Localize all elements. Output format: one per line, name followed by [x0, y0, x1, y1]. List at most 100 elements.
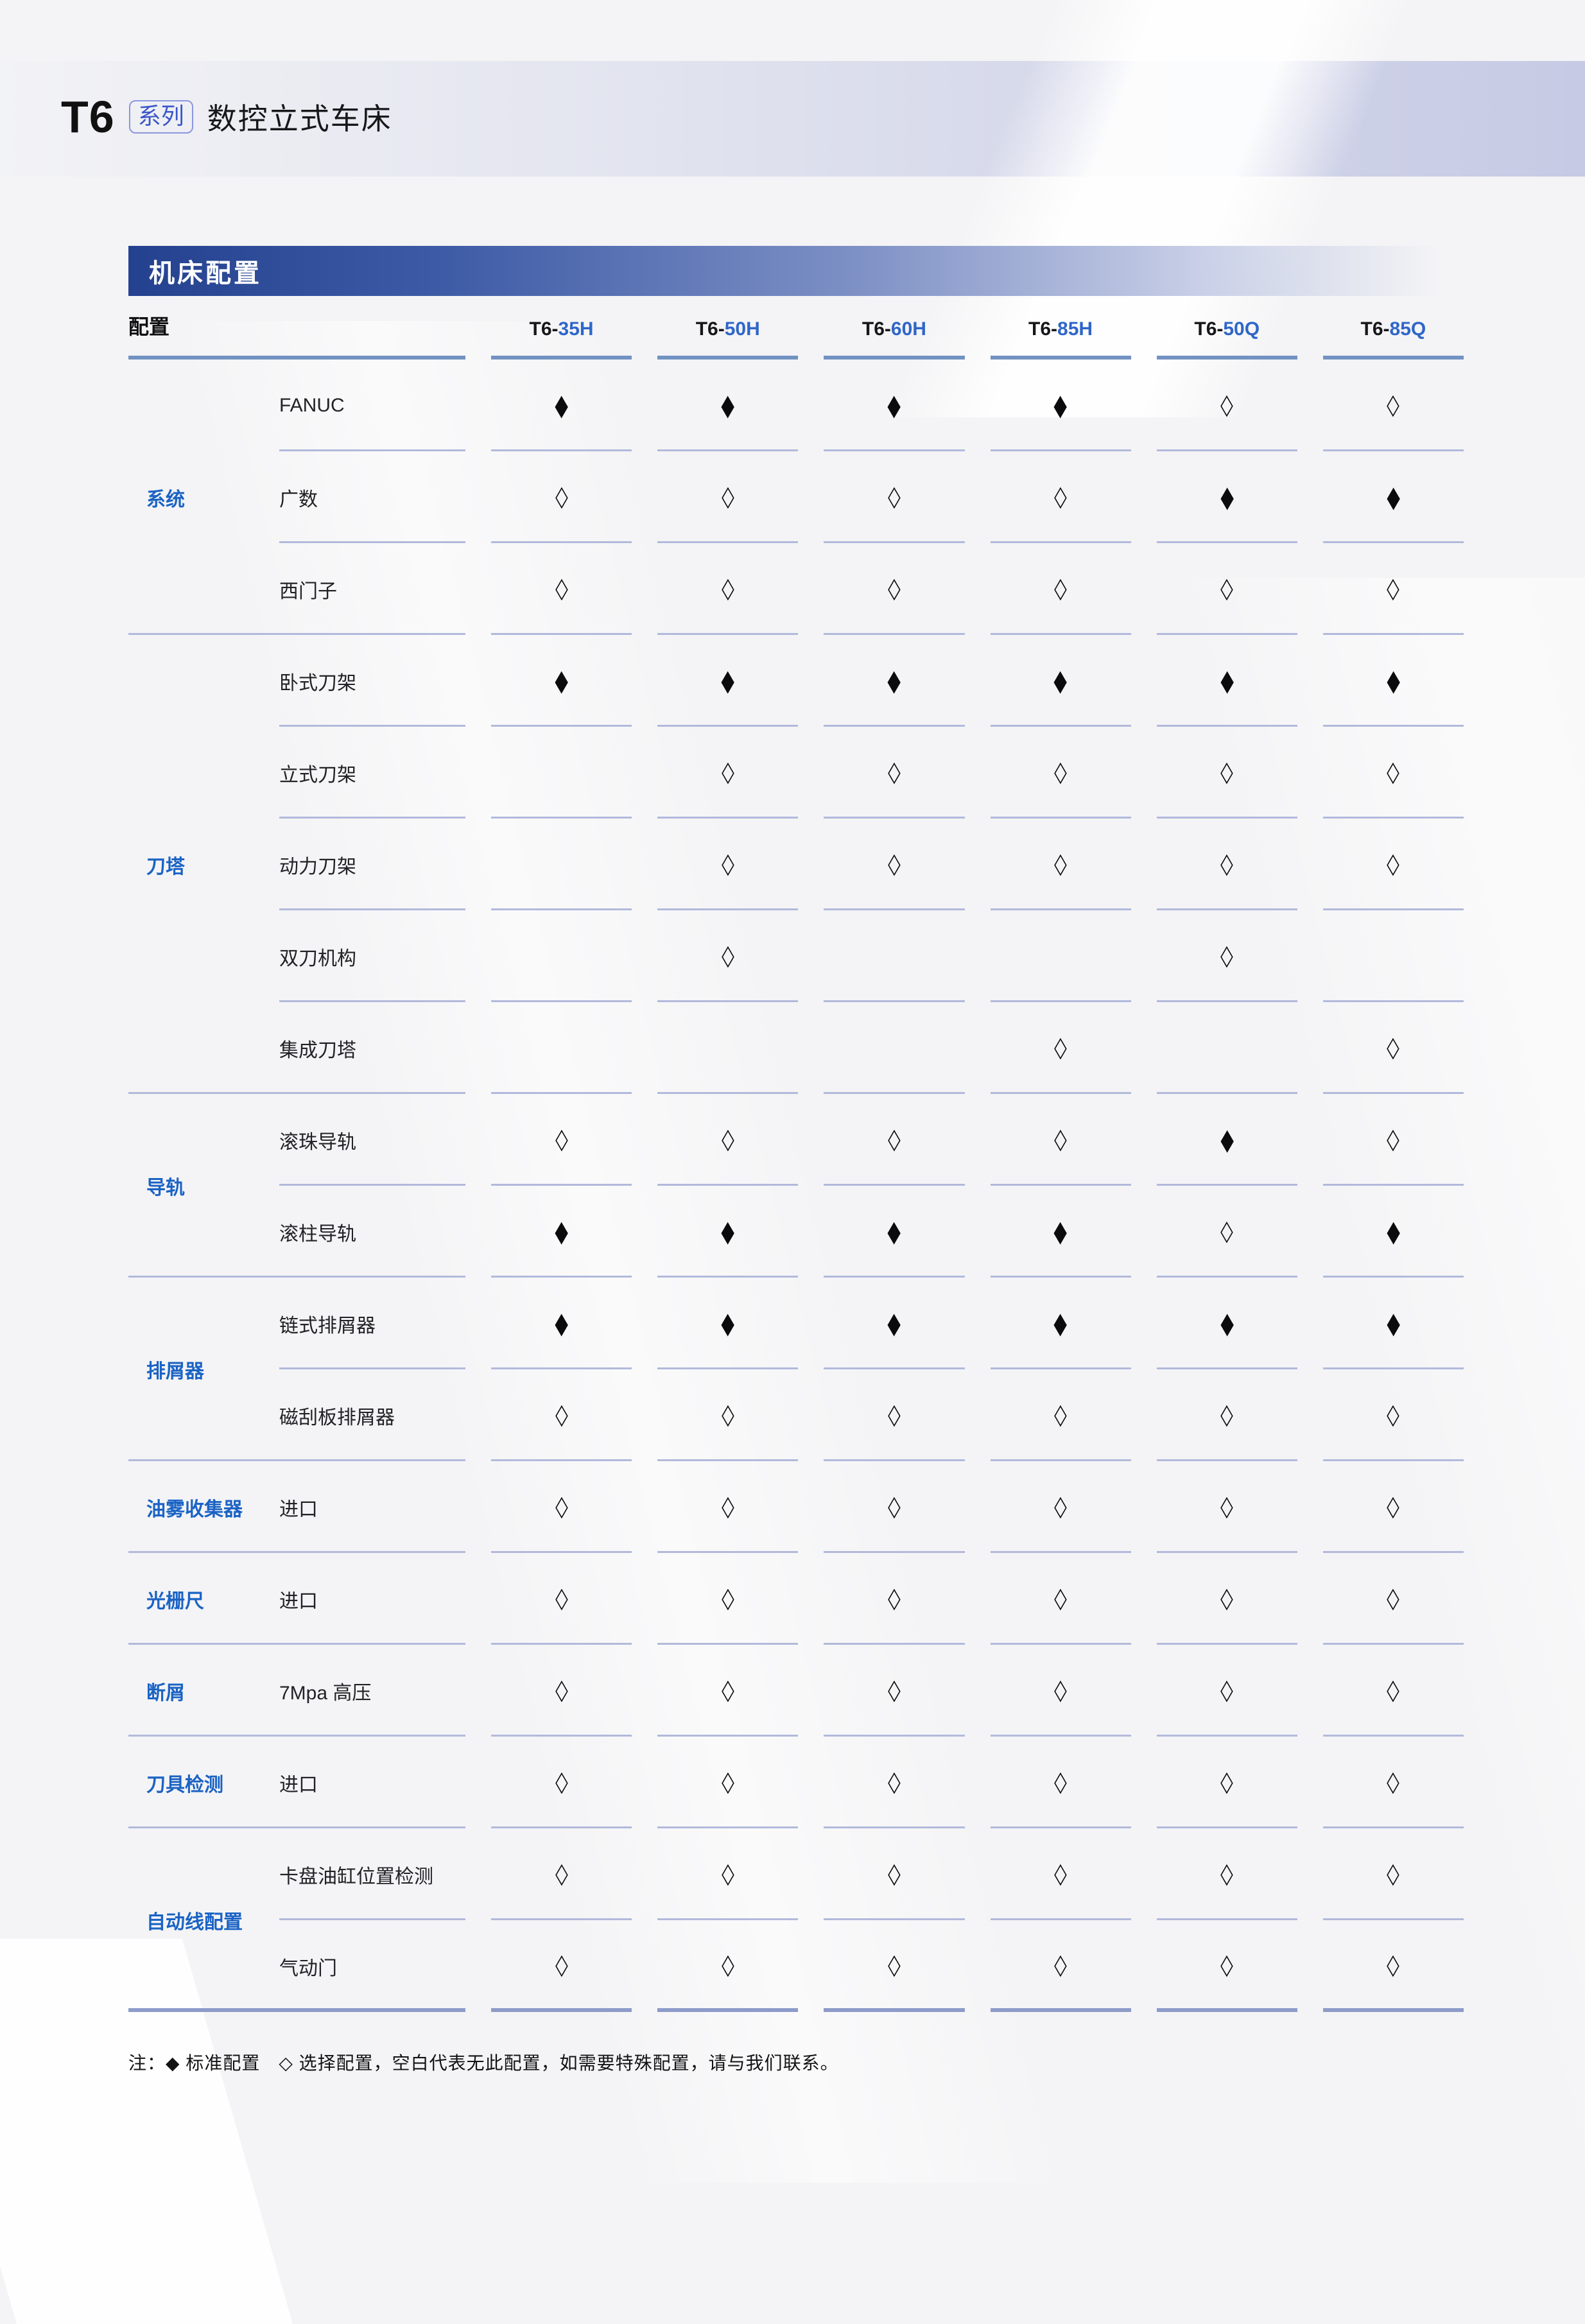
- row-label: 进口: [279, 1498, 318, 1520]
- table-header-row: 配置 T6-35H T6-50H T6-60H T6-85H T6-50Q T6-85Q: [128, 295, 1464, 360]
- row-label: 滚珠导轨: [279, 1131, 356, 1153]
- row-label-cell: 双刀机构: [128, 910, 465, 1002]
- table-row: 链式排屑器 ◆ ◆ ◆ ◆ ◆ ◆: [128, 1278, 1464, 1369]
- model-suffix: 85H: [1057, 318, 1093, 340]
- group-label: 刀塔: [146, 856, 185, 878]
- config-cell: ◇: [824, 1553, 965, 1645]
- config-column-header: 配置: [128, 311, 465, 360]
- row-label: 进口: [279, 1590, 318, 1612]
- table-row: 立式刀架 ◇ ◇ ◇ ◇ ◇: [128, 727, 1464, 819]
- config-group: 系统 FANUC ◆ ◆ ◆ ◆ ◇ ◇ 广数 ◇ ◇ ◇ ◇ ◆ ◆ 西门子 ◇ ◇ ◇ ◇ ◇ ◇: [128, 360, 1464, 635]
- optional-config-icon: ◇: [1220, 1489, 1234, 1522]
- optional-config-icon: ◇: [888, 1489, 901, 1522]
- optional-config-icon: ◇: [1220, 1857, 1234, 1889]
- config-cell: ◇: [990, 1002, 1131, 1094]
- config-cell: ◇: [491, 1737, 632, 1828]
- optional-config-icon: ◇: [1387, 571, 1400, 604]
- config-group: 刀具检测 进口 ◇ ◇ ◇ ◇ ◇ ◇: [128, 1737, 1464, 1828]
- optional-config-icon: ◇: [721, 1122, 734, 1155]
- standard-config-icon: ◆: [721, 663, 735, 697]
- row-label: 链式排屑器: [279, 1315, 376, 1337]
- config-cell: ◆: [1322, 1278, 1464, 1369]
- config-cell: ◇: [657, 1737, 799, 1828]
- config-group: 断屑 7Mpa 高压 ◇ ◇ ◇ ◇ ◇ ◇: [128, 1645, 1464, 1737]
- config-cell: ◇: [1156, 1828, 1297, 1920]
- optional-config-icon: ◇: [888, 1857, 901, 1889]
- config-cell: ◇: [1322, 1461, 1464, 1553]
- optional-config-icon: ◇: [1387, 388, 1400, 421]
- optional-config-icon: ◇: [888, 1673, 901, 1706]
- standard-config-icon: ◆: [721, 1213, 735, 1248]
- optional-config-icon: ◇: [1387, 1857, 1400, 1889]
- config-cell: ◇: [491, 451, 632, 543]
- model-column-header-35H: T6-35H: [491, 318, 632, 360]
- config-cell: ◇: [1156, 1461, 1297, 1553]
- config-group: 自动线配置 卡盘油缸位置检测 ◇ ◇ ◇ ◇ ◇ ◇ 气动门 ◇ ◇ ◇ ◇ ◇ ◇: [128, 1828, 1464, 2012]
- config-cell: ◇: [1156, 727, 1297, 819]
- table-row: 磁刮板排屑器 ◇ ◇ ◇ ◇ ◇ ◇: [128, 1369, 1464, 1461]
- standard-config-icon: ◆: [887, 663, 901, 697]
- config-cell: ◇: [1156, 1186, 1297, 1278]
- group-label: 自动线配置: [146, 1912, 243, 1933]
- config-cell: ◆: [1322, 635, 1464, 727]
- model-suffix: 35H: [558, 318, 594, 340]
- config-cell: ◇: [1322, 1369, 1464, 1461]
- model-column-header-60H: T6-60H: [824, 318, 965, 360]
- config-cell: ◇: [1322, 1645, 1464, 1737]
- config-cell: [491, 727, 632, 819]
- optional-config-icon: ◇: [1054, 480, 1067, 512]
- optional-config-icon: ◇: [555, 1673, 568, 1706]
- config-cell: [824, 1002, 965, 1094]
- model-suffix: 60H: [890, 318, 926, 340]
- config-cell: ◆: [657, 360, 799, 451]
- config-cell: ◇: [1322, 819, 1464, 910]
- config-cell: ◇: [990, 727, 1131, 819]
- config-cell: ◆: [990, 360, 1131, 451]
- optional-config-icon: ◇: [1220, 1673, 1234, 1706]
- standard-config-icon: ◆: [1387, 663, 1400, 697]
- optional-config-icon: ◇: [721, 1673, 734, 1706]
- config-cell: ◆: [1156, 635, 1297, 727]
- group-label: 导轨: [146, 1177, 185, 1199]
- config-cell: ◇: [990, 1461, 1131, 1553]
- table-row: 进口 ◇ ◇ ◇ ◇ ◇ ◇: [128, 1553, 1464, 1645]
- standard-config-icon: ◆: [1220, 1305, 1234, 1340]
- optional-config-icon: ◇: [1054, 1947, 1067, 1981]
- table-row: 双刀机构 ◇ ◇: [128, 910, 1464, 1002]
- standard-config-icon: ◆: [721, 1305, 735, 1340]
- config-cell: ◇: [1156, 1920, 1297, 2012]
- group-label: 系统: [146, 489, 185, 510]
- optional-config-icon: ◇: [555, 1765, 568, 1798]
- table-row: 进口 ◇ ◇ ◇ ◇ ◇ ◇: [128, 1461, 1464, 1553]
- config-cell: ◇: [1156, 1645, 1297, 1737]
- optional-config-icon: ◇: [888, 1581, 901, 1614]
- row-label: 立式刀架: [279, 764, 356, 786]
- model-column-header-85Q: T6-85Q: [1322, 318, 1464, 360]
- standard-config-icon: ◆: [1387, 479, 1400, 514]
- config-cell: [1156, 1002, 1297, 1094]
- optional-config-icon: ◇: [555, 1857, 568, 1889]
- optional-config-icon: ◇: [721, 1398, 734, 1430]
- row-label: 双刀机构: [279, 948, 356, 969]
- config-cell: ◆: [1156, 1278, 1297, 1369]
- config-cell: ◇: [491, 543, 632, 635]
- config-cell: ◇: [824, 1737, 965, 1828]
- config-cell: ◆: [824, 360, 965, 451]
- section-banner: 机床配置: [128, 246, 1521, 296]
- row-label: 磁刮板排屑器: [279, 1407, 395, 1428]
- config-cell: ◇: [491, 1828, 632, 1920]
- group-label: 油雾收集器: [146, 1498, 243, 1520]
- standard-config-icon: ◆: [1053, 1213, 1068, 1248]
- config-cell: ◇: [824, 727, 965, 819]
- config-cell: ◇: [657, 819, 799, 910]
- optional-config-icon: ◇: [888, 480, 901, 512]
- optional-config-icon: ◇: [1220, 571, 1234, 604]
- optional-config-icon: ◇: [1220, 1581, 1234, 1614]
- optional-config-icon: ◇: [721, 755, 734, 788]
- model-prefix: T6-: [1360, 318, 1390, 340]
- section-title: 机床配置: [149, 259, 262, 288]
- row-label: 广数: [279, 489, 318, 510]
- config-cell: ◇: [1156, 819, 1297, 910]
- config-cell: ◆: [990, 1278, 1131, 1369]
- model-column-header-85H: T6-85H: [990, 318, 1131, 360]
